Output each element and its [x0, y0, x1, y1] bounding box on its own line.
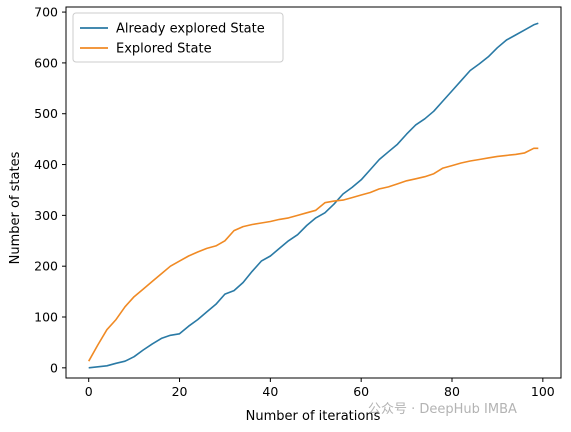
x-tick-label: 80	[444, 384, 460, 399]
x-tick-label: 100	[531, 384, 555, 399]
y-tick-label: 700	[34, 5, 58, 20]
legend: Already explored State Explored State	[72, 12, 284, 63]
series-line-1	[88, 22, 539, 369]
legend-box	[72, 12, 284, 63]
y-axis-label: Number of states	[8, 151, 23, 264]
x-tick-label: 60	[353, 384, 369, 399]
x-tick-label: 20	[172, 384, 188, 399]
y-tick-label: 100	[34, 310, 58, 325]
y-tick-label: 0	[50, 360, 58, 375]
y-tick-label: 300	[34, 208, 58, 223]
y-tick-label: 200	[34, 259, 58, 274]
y-axis: 0 100 200 300 400 500 600 700	[34, 5, 66, 375]
watermark: 公众号 · DeepHub IMBA	[368, 402, 517, 417]
y-tick-label: 600	[34, 55, 58, 70]
y-tick-label: 500	[34, 106, 58, 121]
x-axis-label: Number of iterations	[246, 409, 381, 424]
y-tick-label: 400	[34, 157, 58, 172]
legend-label-2: Explored State	[116, 42, 212, 57]
plot-area	[65, 6, 562, 379]
series-line-2	[88, 147, 539, 362]
x-axis: 0 20 40 60 80 100	[85, 378, 555, 399]
series-layer	[88, 22, 539, 369]
x-tick-label: 0	[85, 384, 93, 399]
plot-frame	[65, 6, 562, 379]
legend-label-1: Already explored State	[116, 22, 265, 37]
x-tick-label: 40	[262, 384, 278, 399]
